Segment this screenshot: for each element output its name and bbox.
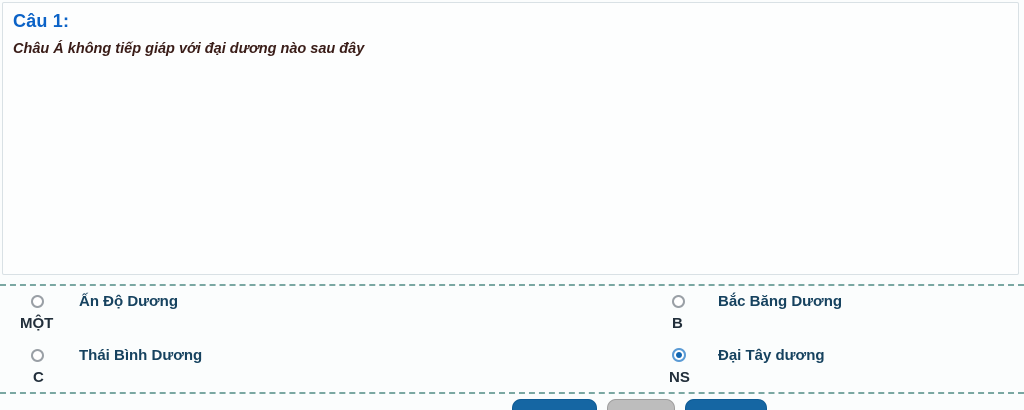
action-button-primary-1[interactable]: [512, 399, 597, 410]
radio-option-a[interactable]: [31, 294, 44, 308]
question-text: Châu Á không tiếp giáp với đại dương nào…: [13, 41, 365, 57]
option-d-letter: NS: [669, 369, 690, 386]
radio-option-b[interactable]: [672, 294, 685, 308]
radio-option-c[interactable]: [31, 348, 44, 362]
option-a-letter: MỘT: [20, 315, 54, 332]
answers-divider-bottom: [0, 392, 1024, 394]
option-d-label[interactable]: Đại Tây dương: [718, 346, 825, 364]
answers-divider-top: [0, 284, 1024, 286]
option-c-letter: C: [33, 369, 44, 386]
option-b-label[interactable]: Bắc Băng Dương: [718, 292, 843, 310]
answer-option-c: Thái Bình Dương C: [20, 346, 350, 386]
answer-option-a: Ấn Độ Dương MỘT: [20, 292, 350, 333]
option-b-letter: B: [672, 315, 683, 332]
question-number: Câu 1:: [13, 11, 70, 31]
answer-option-d: Đại Tây dương NS: [660, 346, 990, 387]
answer-option-b: Bắc Băng Dương B: [660, 292, 990, 332]
action-button-primary-2[interactable]: [685, 399, 767, 410]
option-a-label[interactable]: Ấn Độ Dương: [79, 292, 179, 310]
question-panel: Câu 1: Châu Á không tiếp giáp với đại dư…: [2, 2, 1019, 275]
option-c-label[interactable]: Thái Bình Dương: [79, 346, 203, 364]
action-button-secondary[interactable]: [607, 399, 675, 410]
radio-option-d[interactable]: [672, 348, 686, 362]
